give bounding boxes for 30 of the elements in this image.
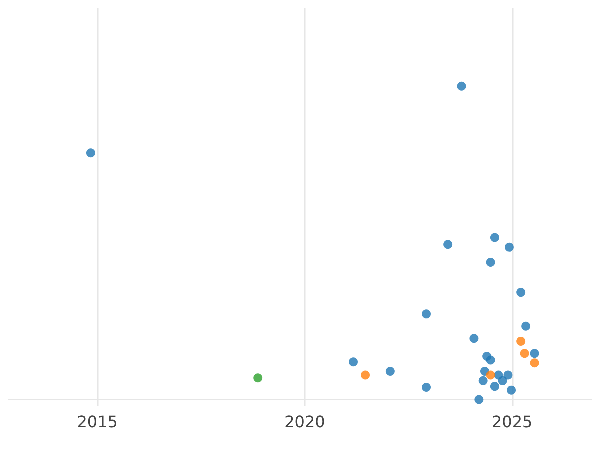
point <box>504 242 514 252</box>
point <box>457 82 466 91</box>
point <box>349 358 358 367</box>
point <box>486 370 496 380</box>
point <box>444 240 453 250</box>
point <box>516 336 526 346</box>
point <box>490 382 500 392</box>
point <box>86 148 96 158</box>
point <box>254 374 263 383</box>
point <box>474 395 484 404</box>
point <box>422 310 432 319</box>
point <box>470 334 479 344</box>
point <box>361 370 370 380</box>
point <box>422 383 432 392</box>
point <box>486 258 496 267</box>
point <box>520 349 530 358</box>
point <box>507 386 516 395</box>
point <box>490 233 500 242</box>
x-tick-label: 2015 <box>77 412 118 432</box>
point <box>522 322 531 331</box>
point <box>478 376 488 386</box>
point <box>504 370 513 380</box>
point <box>530 358 540 368</box>
point <box>486 356 496 365</box>
point <box>498 376 508 386</box>
point <box>530 349 540 358</box>
x-tick-label: 2020 <box>284 412 326 432</box>
x-tick-label: 2025 <box>492 412 533 432</box>
point <box>516 288 526 298</box>
point <box>386 367 395 376</box>
